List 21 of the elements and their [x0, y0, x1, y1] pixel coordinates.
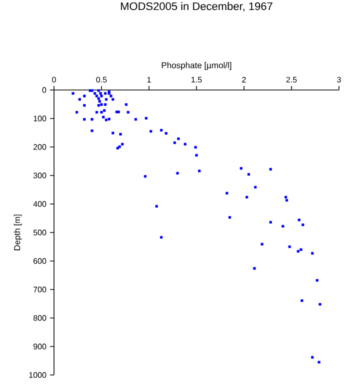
y-tick-label: 600 [34, 258, 46, 264]
x-axis-title: Phosphate [µmol/l] [162, 62, 232, 70]
y-tick-label: 300 [33, 172, 46, 178]
y-tick-label: 500 [33, 230, 46, 236]
y-tick-label: 700 [34, 286, 46, 292]
x-tick-label: 0 [52, 76, 56, 82]
y-axis-title: Depth [m] [14, 214, 22, 250]
y-tick-label: 200 [34, 144, 46, 150]
y-tick-label: 0 [42, 87, 46, 93]
x-tick-label: 2.5 [286, 76, 297, 82]
x-tick-label: 1 [147, 76, 151, 82]
y-tick-label: 400 [33, 201, 46, 207]
y-tick-label: 900 [33, 344, 46, 350]
chart-title: MODS2005 in December, 1967 [120, 2, 272, 12]
x-tick-label: 0.5 [96, 76, 107, 82]
x-tick-label: 2 [242, 76, 246, 82]
x-tick-label: 1.5 [192, 76, 202, 82]
y-tick-label: 800 [33, 315, 46, 321]
x-tick-label: 3 [337, 76, 341, 82]
y-tick-label: 1000 [29, 372, 46, 378]
y-tick-label: 100 [34, 116, 46, 122]
